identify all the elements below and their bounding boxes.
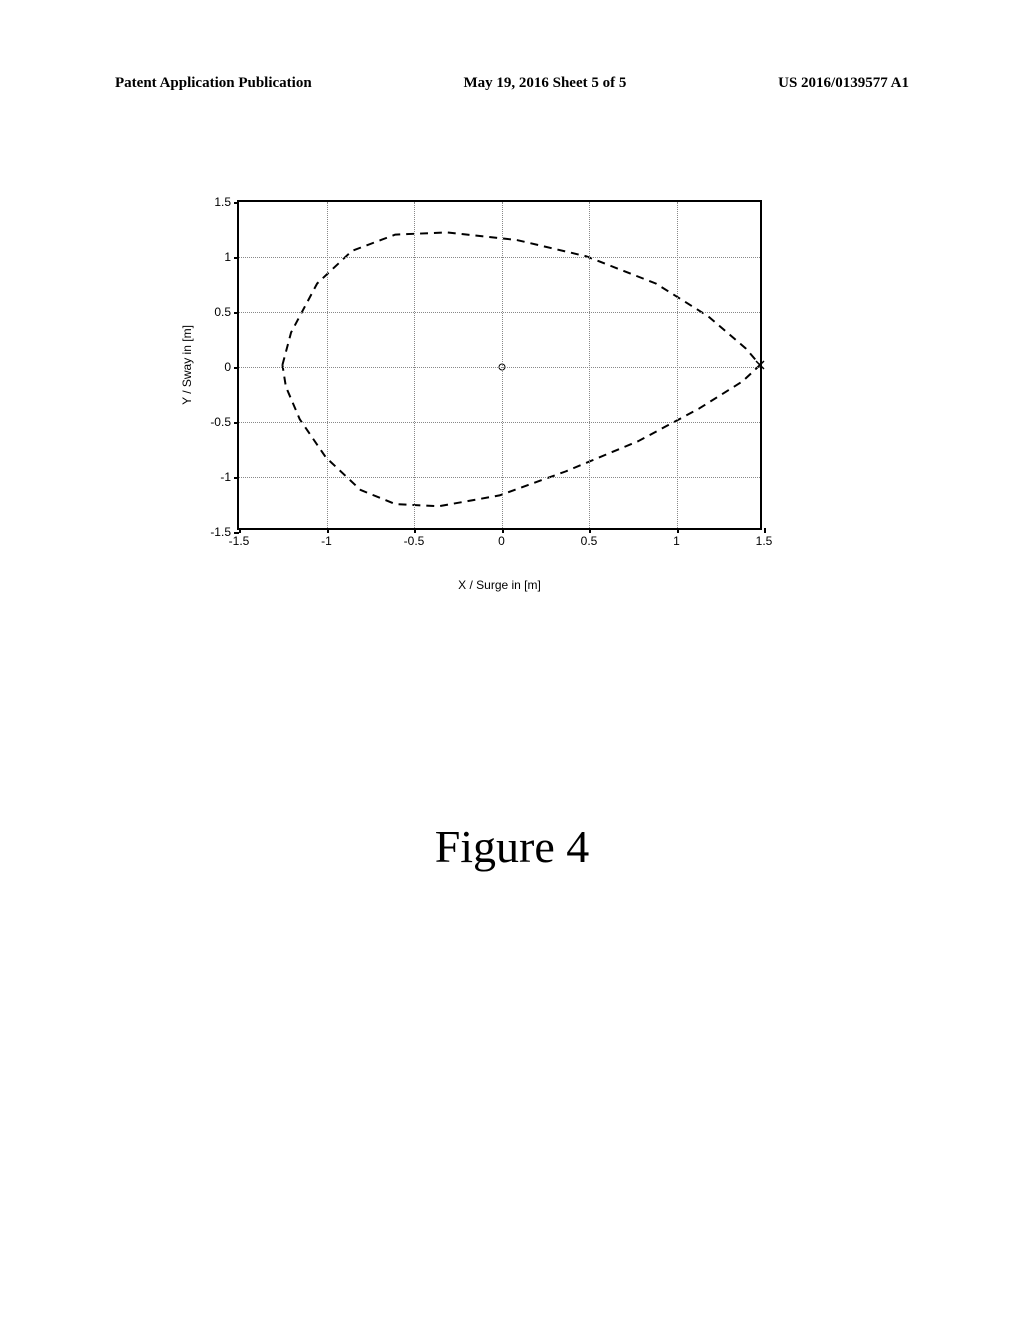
header-center: May 19, 2016 Sheet 5 of 5	[463, 75, 626, 92]
y-tick	[234, 367, 239, 369]
x-tick-label: 0.5	[581, 534, 598, 548]
grid-line-horizontal	[239, 312, 760, 313]
page-header: Patent Application Publication May 19, 2…	[115, 75, 909, 92]
y-tick	[234, 477, 239, 479]
x-tick	[414, 528, 416, 533]
x-tick-label: -1.5	[229, 534, 250, 548]
x-tick	[327, 528, 329, 533]
x-tick-label: 0	[498, 534, 505, 548]
x-axis-label: X / Surge in [m]	[458, 578, 541, 592]
y-tick-label: -0.5	[210, 415, 231, 429]
grid-line-vertical	[677, 202, 678, 528]
x-tick-label: -0.5	[404, 534, 425, 548]
grid-line-vertical	[502, 202, 503, 528]
grid-line-horizontal	[239, 422, 760, 423]
y-tick-label: -1	[220, 470, 231, 484]
y-axis-label: Y / Sway in [m]	[180, 325, 194, 405]
plot-area: -1.5-1-0.500.511.5-1.5-1-0.500.511.5	[237, 200, 762, 530]
grid-line-vertical	[414, 202, 415, 528]
y-tick-label: 0.5	[214, 305, 231, 319]
header-right: US 2016/0139577 A1	[778, 75, 909, 92]
x-tick-label: 1	[673, 534, 680, 548]
grid-line-horizontal	[239, 257, 760, 258]
grid-line-vertical	[589, 202, 590, 528]
grid-line-horizontal	[239, 477, 760, 478]
y-tick	[234, 257, 239, 259]
y-tick-label: -1.5	[210, 525, 231, 539]
grid-line-vertical	[327, 202, 328, 528]
x-tick	[764, 528, 766, 533]
figure-caption: Figure 4	[435, 820, 590, 873]
y-tick	[234, 202, 239, 204]
x-tick-label: 1.5	[756, 534, 773, 548]
x-tick-label: -1	[321, 534, 332, 548]
x-tick	[239, 528, 241, 533]
y-tick-label: 1	[224, 250, 231, 264]
x-tick	[502, 528, 504, 533]
y-tick	[234, 312, 239, 314]
y-tick	[234, 422, 239, 424]
x-tick	[589, 528, 591, 533]
grid-line-horizontal	[239, 367, 760, 368]
y-tick	[234, 532, 239, 534]
chart: -1.5-1-0.500.511.5-1.5-1-0.500.511.5 X /…	[175, 185, 775, 585]
y-tick-label: 1.5	[214, 195, 231, 209]
curve	[282, 232, 760, 506]
y-tick-label: 0	[224, 360, 231, 374]
x-tick	[677, 528, 679, 533]
header-left: Patent Application Publication	[115, 75, 312, 92]
